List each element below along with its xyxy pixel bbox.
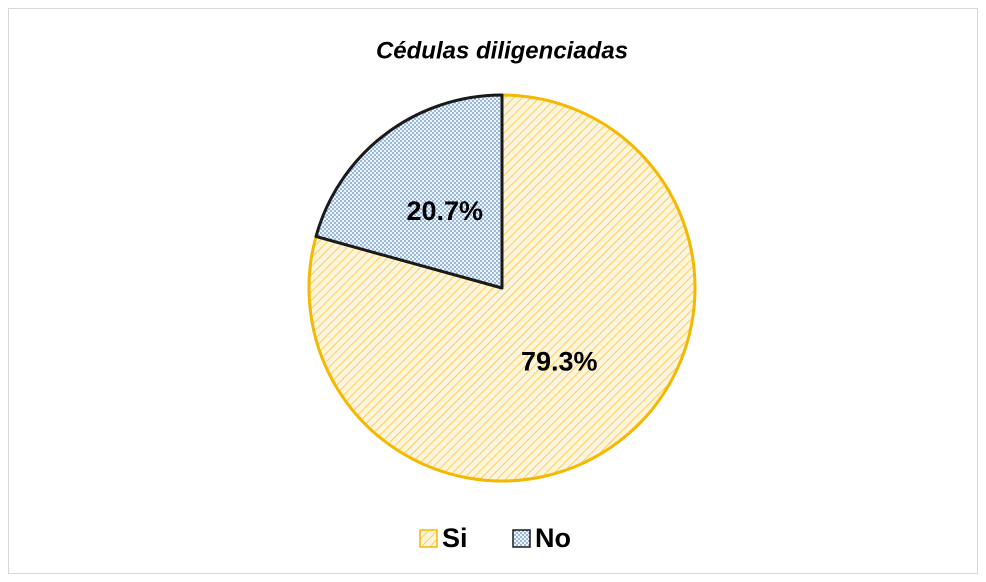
legend-label: Si <box>442 523 468 553</box>
data-label: 79.3% <box>521 346 598 376</box>
legend-swatch <box>512 529 531 548</box>
legend-swatch <box>419 529 438 548</box>
data-label: 20.7% <box>406 196 483 226</box>
pie-slice <box>314 93 504 290</box>
chart-title: Cédulas diligenciadas <box>376 37 628 64</box>
legend-label: No <box>535 523 571 553</box>
